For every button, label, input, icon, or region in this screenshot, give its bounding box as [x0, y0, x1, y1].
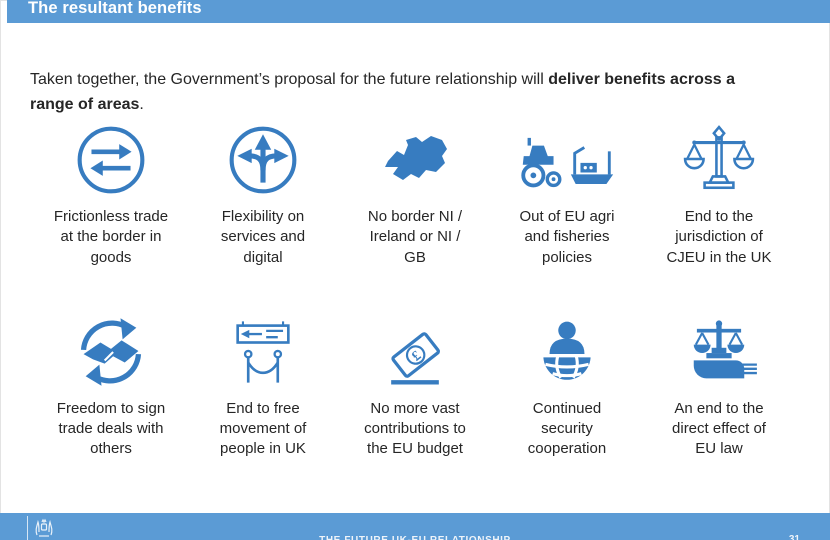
benefit-label: Out of EU agri and fisheries policies [519, 208, 615, 266]
benefit-item: £ No more vast contributions to the EU b… [339, 310, 491, 460]
footer-bar: THE FUTURE UK-EU RELATIONSHIP 31 [0, 513, 830, 540]
benefit-item: Freedom to sign trade deals with others [35, 310, 187, 460]
benefit-label: Flexibility on services and digital [220, 208, 306, 266]
northern-ireland-map-icon [365, 118, 465, 202]
footer-separator [27, 516, 28, 540]
benefit-label: Freedom to sign trade deals with others [56, 399, 166, 458]
page-number: 31 [788, 534, 800, 540]
benefit-label: End to free movement of people in UK [219, 399, 307, 458]
benefits-grid: Frictionless trade at the border in good… [35, 118, 795, 460]
slide-title-bar: The resultant benefits [7, 0, 830, 23]
exchange-arrows-icon [61, 118, 161, 202]
benefit-item: No border NI / Ireland or NI / GB [339, 118, 491, 268]
pound-note-slot-icon: £ [365, 310, 465, 394]
benefit-label: An end to the direct effect of EU law [672, 399, 766, 458]
benefit-item: Frictionless trade at the border in good… [35, 118, 187, 268]
intro-text: Taken together, the Government’s proposa… [30, 68, 740, 118]
scales-of-justice-icon [669, 118, 769, 202]
benefit-item: End to free movement of people in UK [187, 310, 339, 460]
tractor-fishing-boat-icon [517, 118, 617, 202]
three-way-arrows-icon [213, 118, 313, 202]
benefit-item: End to the jurisdiction of CJEU in the U… [643, 118, 795, 268]
benefit-label: Frictionless trade at the border in good… [53, 208, 169, 266]
benefit-item: Out of EU agri and fisheries policies [491, 118, 643, 268]
royal-crest-icon [33, 517, 55, 539]
intro-text-bold: deliver benefits across a range of areas [30, 71, 735, 113]
page-title: The resultant benefits [28, 0, 202, 17]
handshake-cycle-icon [61, 310, 161, 394]
scales-on-book-icon [669, 310, 769, 394]
benefit-item: Continued security cooperation [491, 310, 643, 460]
benefit-item: Flexibility on services and digital [187, 118, 339, 268]
border-control-queue-icon [213, 310, 313, 394]
intro-text-start: Taken together, the Government’s proposa… [30, 71, 549, 88]
benefit-label: End to the jurisdiction of CJEU in the U… [666, 208, 772, 266]
person-globe-icon [517, 310, 617, 394]
benefit-item: An end to the direct effect of EU law [643, 310, 795, 460]
intro-text-end: . [139, 95, 144, 113]
benefit-label: Continued security cooperation [527, 399, 607, 458]
benefit-label: No more vast contributions to the EU bud… [364, 399, 466, 458]
footer-title: THE FUTURE UK-EU RELATIONSHIP [0, 535, 830, 540]
benefit-label: No border NI / Ireland or NI / GB [367, 208, 463, 266]
